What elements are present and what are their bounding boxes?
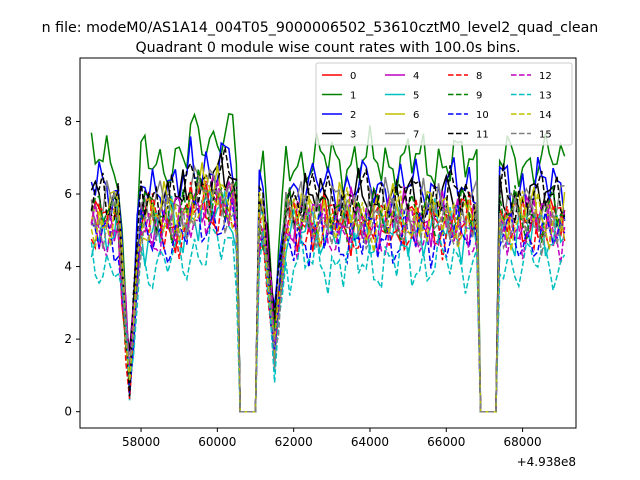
y-tick-label: 8 [64,114,72,128]
legend-label: 11 [476,130,489,141]
legend-label: 6 [413,110,419,121]
legend-label: 1 [350,91,356,102]
x-tick-label: 64000 [351,435,389,449]
legend-label: 7 [413,130,419,141]
y-tick-label: 0 [64,405,72,419]
legend-label: 13 [539,91,552,102]
legend-label: 5 [413,91,419,102]
series-line-13 [90,228,566,413]
x-tick-label: 60000 [198,435,236,449]
legend-label: 0 [350,71,356,82]
legend-label: 14 [539,110,552,121]
legend-label: 8 [476,71,482,82]
legend-label: 3 [350,130,356,141]
plot-frame [79,57,577,429]
legend-label: 2 [350,110,356,121]
series-layer [90,112,566,413]
y-tick-label: 2 [64,332,72,346]
y-tick-label: 4 [64,260,72,274]
x-tick-label: 66000 [427,435,465,449]
chart-title: Quadrant 0 module wise count rates with … [135,40,520,56]
legend-label: 9 [476,91,482,102]
x-tick-label: 68000 [503,435,541,449]
legend-box [315,62,573,146]
figure-suptitle: n file: modeM0/AS1A14_004T05_9000006502_… [42,20,599,36]
legend-label: 10 [476,110,489,121]
legend-label: 12 [539,71,552,82]
x-tick-label: 58000 [122,435,160,449]
x-axis-offset-label: +4.938e8 [517,455,576,469]
series-line-15 [91,181,566,413]
x-tick-label: 62000 [275,435,313,449]
legend-label: 4 [413,71,419,82]
legend-label: 15 [539,130,552,141]
y-tick-label: 6 [64,187,72,201]
x-axis: 58000 60000 62000 64000 66000 68000 [122,428,542,449]
y-axis: 0 2 4 6 8 [64,114,80,419]
